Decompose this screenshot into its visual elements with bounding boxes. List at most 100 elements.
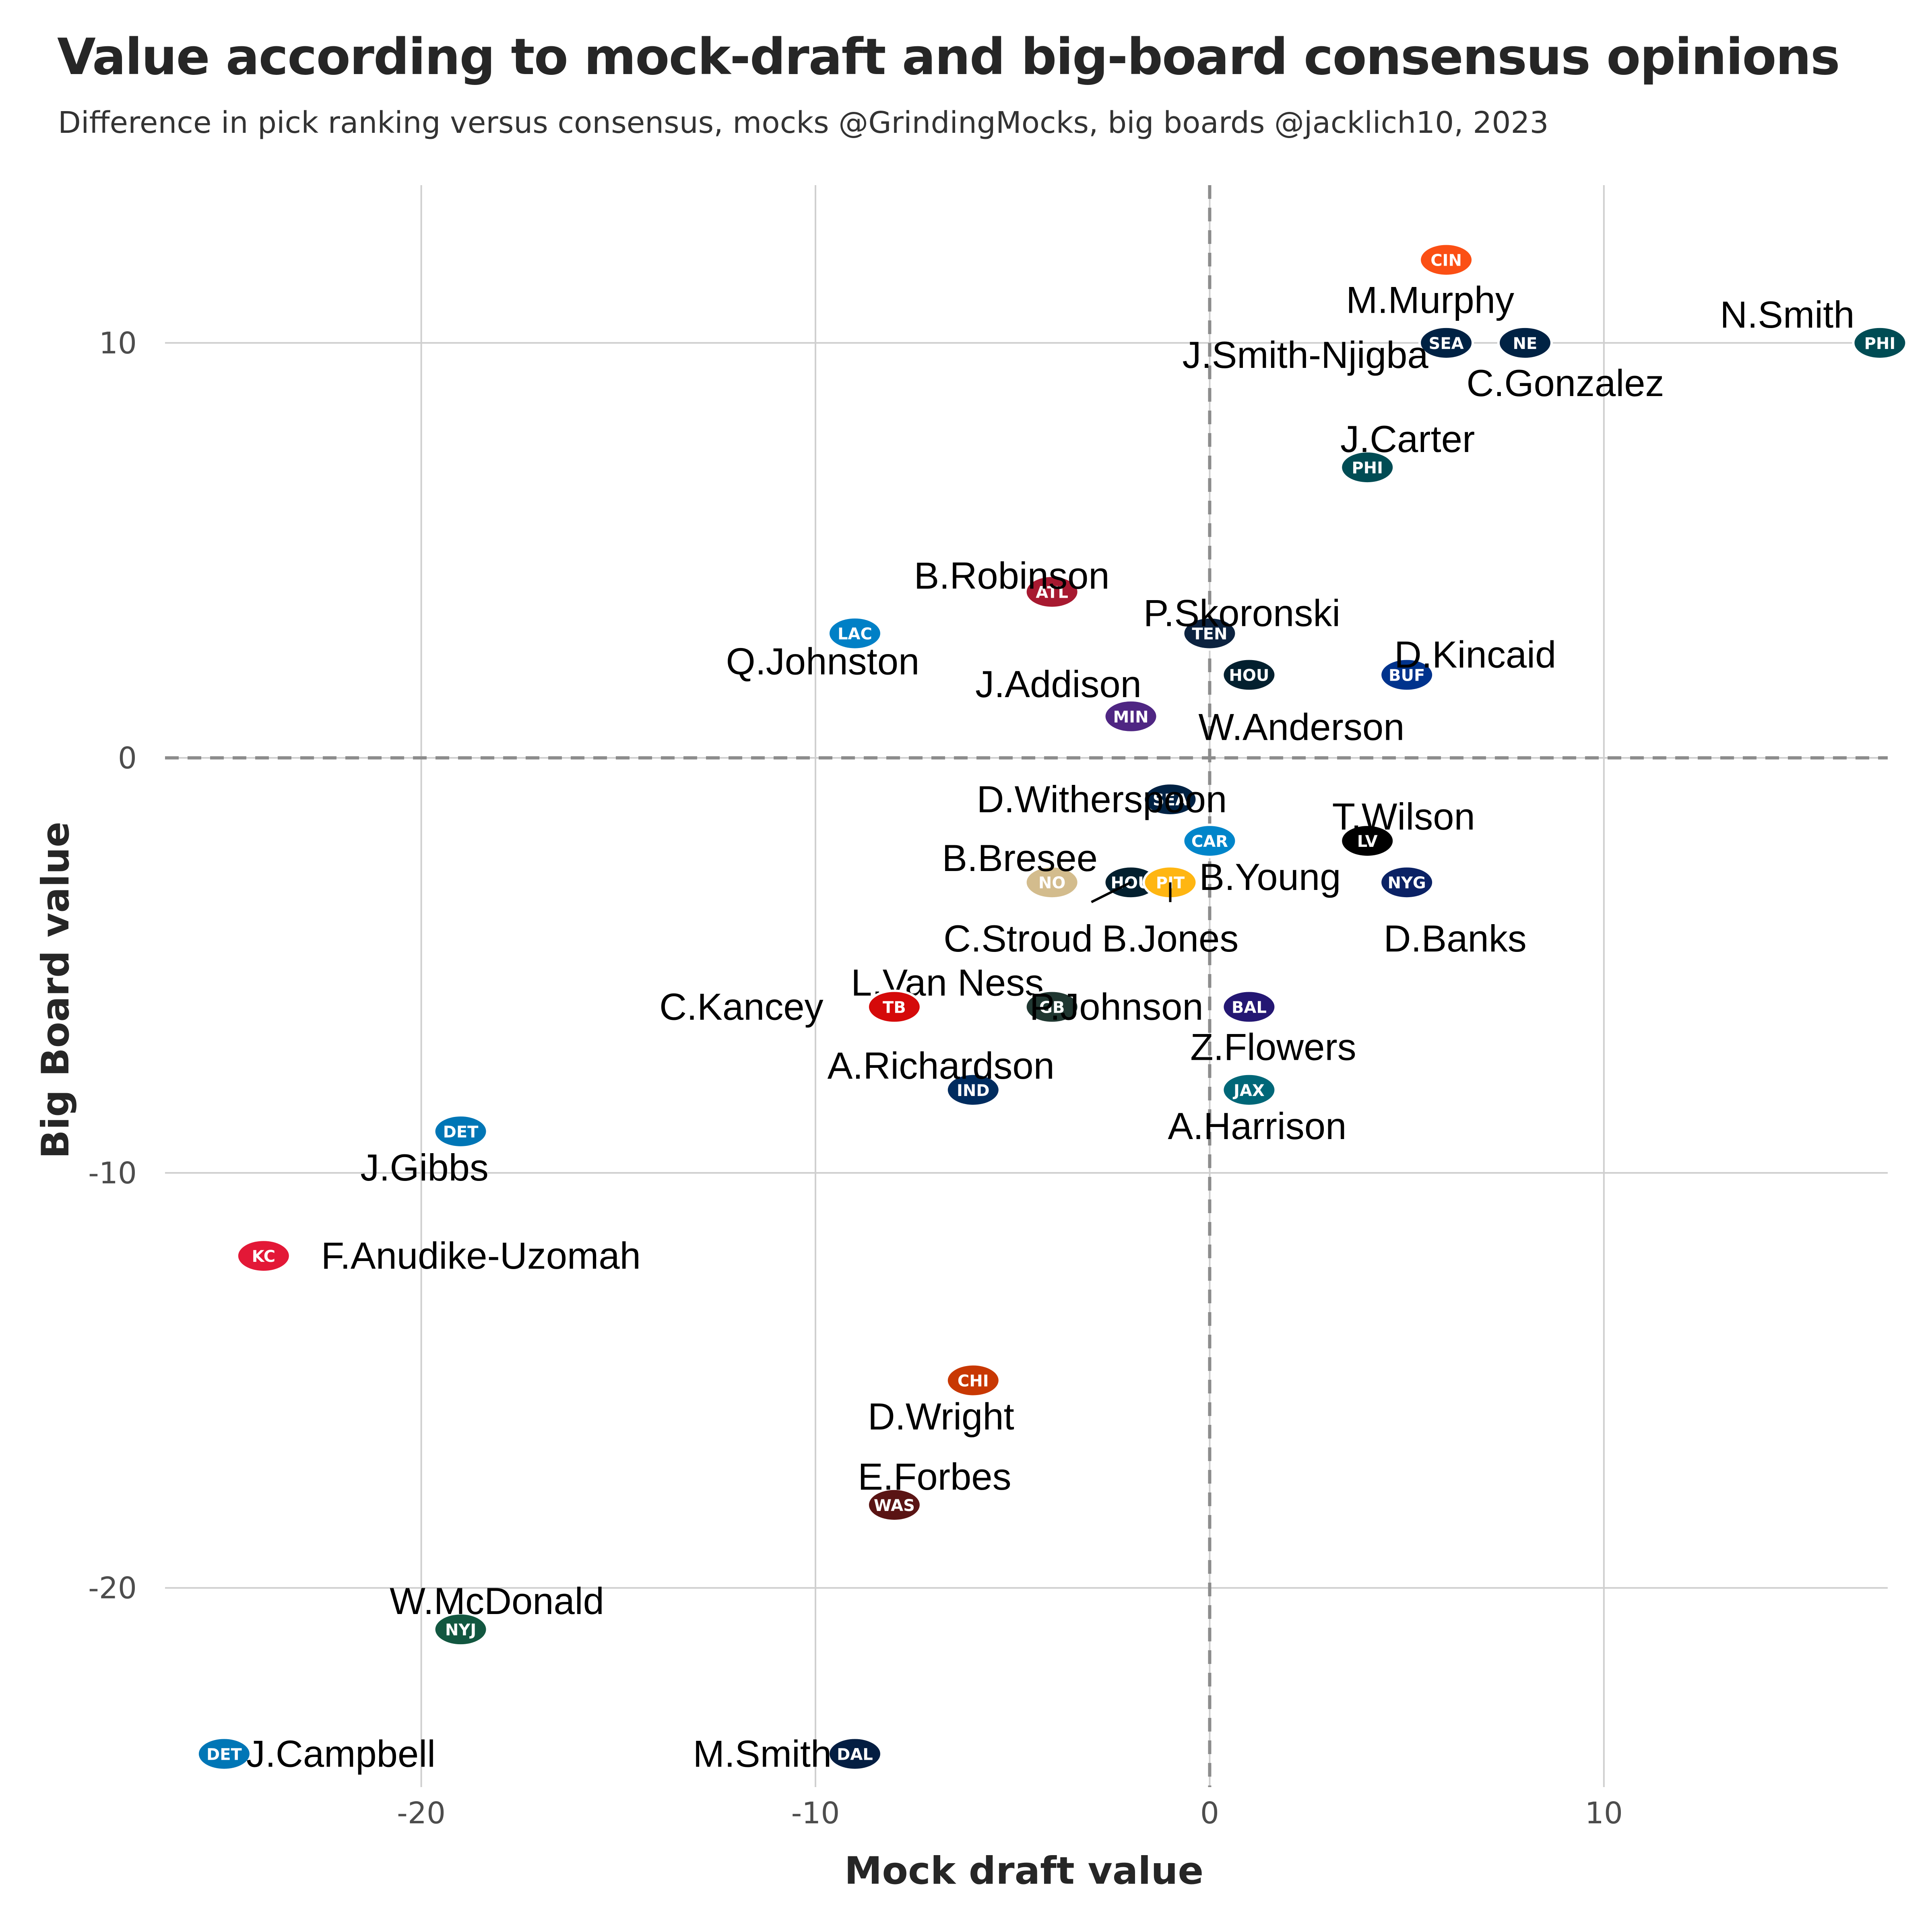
team-logo-marker — [1182, 616, 1238, 651]
team-logo-marker — [827, 1736, 883, 1771]
point-label: J.Carter — [1340, 418, 1475, 460]
team-abbreviation: KC — [252, 1247, 276, 1266]
team-abbreviation: PHI — [1864, 334, 1896, 353]
data-point: JAX A.Harrison — [1168, 1072, 1346, 1147]
chart-title: Value according to mock-draft and big-bo… — [57, 28, 1840, 86]
y-axis-title: Big Board value — [34, 822, 78, 1159]
x-tick-label: -20 — [397, 1796, 446, 1831]
team-logo-marker — [1024, 989, 1080, 1024]
team-logo-marker — [1852, 325, 1908, 360]
data-point: CIN M.Murphy — [1346, 242, 1514, 321]
team-abbreviation: TEN — [1192, 625, 1227, 644]
y-tick-label: 0 — [118, 741, 137, 776]
point-label: B.Bresee — [942, 837, 1098, 879]
team-abbreviation: BUF — [1389, 667, 1425, 685]
point-label: A.Harrison — [1168, 1105, 1346, 1147]
point-label: P.Skoronski — [1144, 592, 1340, 634]
team-logo-marker — [1497, 325, 1553, 360]
team-abbreviation: GB — [1039, 999, 1065, 1017]
team-abbreviation: BAL — [1232, 999, 1267, 1017]
data-point: DET J.Gibbs — [360, 1114, 489, 1189]
y-tick-label: -10 — [88, 1156, 137, 1191]
team-abbreviation: NYG — [1387, 874, 1426, 892]
team-abbreviation: LAC — [838, 625, 872, 644]
data-point: CHI D.Wright — [868, 1363, 1014, 1438]
team-logo-marker — [1024, 574, 1080, 609]
tick-labels: -20 -10 0 10 10 0 -10 -20 — [88, 326, 1623, 1831]
team-logo-marker — [235, 1238, 291, 1274]
team-abbreviation: JAX — [1232, 1082, 1265, 1100]
team-abbreviation: DET — [206, 1746, 242, 1764]
reference-lines — [165, 185, 1888, 1787]
team-logo-marker — [866, 1487, 922, 1522]
point-label: A.Richardson — [828, 1044, 1055, 1087]
point-label: B.Young — [1199, 856, 1341, 898]
team-logo-marker — [1379, 657, 1435, 692]
label-leader-line — [1091, 881, 1131, 903]
data-point: DET J.Campbell — [196, 1733, 436, 1775]
point-label: Z.Flowers — [1190, 1026, 1356, 1068]
point-label: M.Murphy — [1346, 279, 1514, 321]
point-label: J.Smith-Njigba — [1182, 334, 1428, 376]
team-logo-marker — [945, 1072, 1001, 1107]
team-abbreviation: CAR — [1191, 832, 1228, 851]
data-point: MIN J.Addison — [975, 663, 1159, 734]
point-label: F.Anudike-Uzomah — [321, 1234, 641, 1277]
data-point: HOU W.Anderson — [1198, 657, 1404, 748]
team-logo-marker — [945, 1363, 1001, 1398]
point-label: C.Stroud — [943, 917, 1093, 960]
team-abbreviation: SEA — [1153, 791, 1188, 809]
data-point: TB C.Kancey — [659, 986, 922, 1028]
y-tick-label: 10 — [99, 326, 137, 361]
data-point: PITB.Jones — [1102, 865, 1239, 960]
data-point: NYG D.Banks — [1379, 865, 1527, 960]
team-abbreviation: WAS — [874, 1496, 915, 1515]
x-axis-title: Mock draft value — [844, 1849, 1203, 1893]
point-label: D.Kincaid — [1394, 634, 1556, 676]
data-point: KC F.Anudike-Uzomah — [235, 1234, 641, 1277]
team-abbreviation: NYJ — [445, 1621, 476, 1639]
team-logo-marker — [866, 989, 922, 1024]
point-label: J.Campbell — [246, 1733, 436, 1775]
point-label: T.Wilson — [1332, 795, 1475, 838]
team-abbreviation: PHI — [1352, 459, 1383, 477]
team-logo-marker — [196, 1736, 252, 1771]
point-label: E.Forbes — [858, 1455, 1011, 1498]
x-tick-label: 10 — [1585, 1796, 1623, 1831]
team-logo-marker — [1103, 699, 1159, 734]
team-abbreviation: DET — [443, 1123, 479, 1141]
data-point: NE C.Gonzalez — [1466, 325, 1664, 404]
team-abbreviation: CHI — [958, 1372, 989, 1391]
team-logo-marker — [433, 1114, 489, 1149]
point-label: B.Jones — [1102, 917, 1239, 960]
data-point: NOB.Bresee — [942, 837, 1098, 900]
team-abbreviation: TB — [883, 999, 906, 1017]
data-point: PHI N.Smith — [1720, 293, 1908, 360]
team-abbreviation: HOU — [1229, 667, 1269, 685]
point-label: D.Wright — [868, 1395, 1014, 1438]
team-logo-marker — [433, 1612, 489, 1647]
team-logo-marker — [1340, 450, 1395, 485]
data-point: CAR B.Young — [1182, 824, 1341, 898]
point-label: J.Addison — [975, 663, 1141, 705]
data-point: GBP.Johnson — [1024, 986, 1203, 1028]
team-abbreviation: MIN — [1113, 708, 1148, 727]
team-logo-marker — [1142, 782, 1198, 817]
team-logo-marker — [1418, 325, 1474, 360]
point-label: D.Witherspoon — [977, 778, 1227, 820]
point-label: D.Banks — [1383, 917, 1526, 960]
team-logo-marker — [1221, 989, 1277, 1024]
team-abbreviation: CIN — [1430, 252, 1462, 270]
y-tick-label: -20 — [88, 1571, 137, 1606]
